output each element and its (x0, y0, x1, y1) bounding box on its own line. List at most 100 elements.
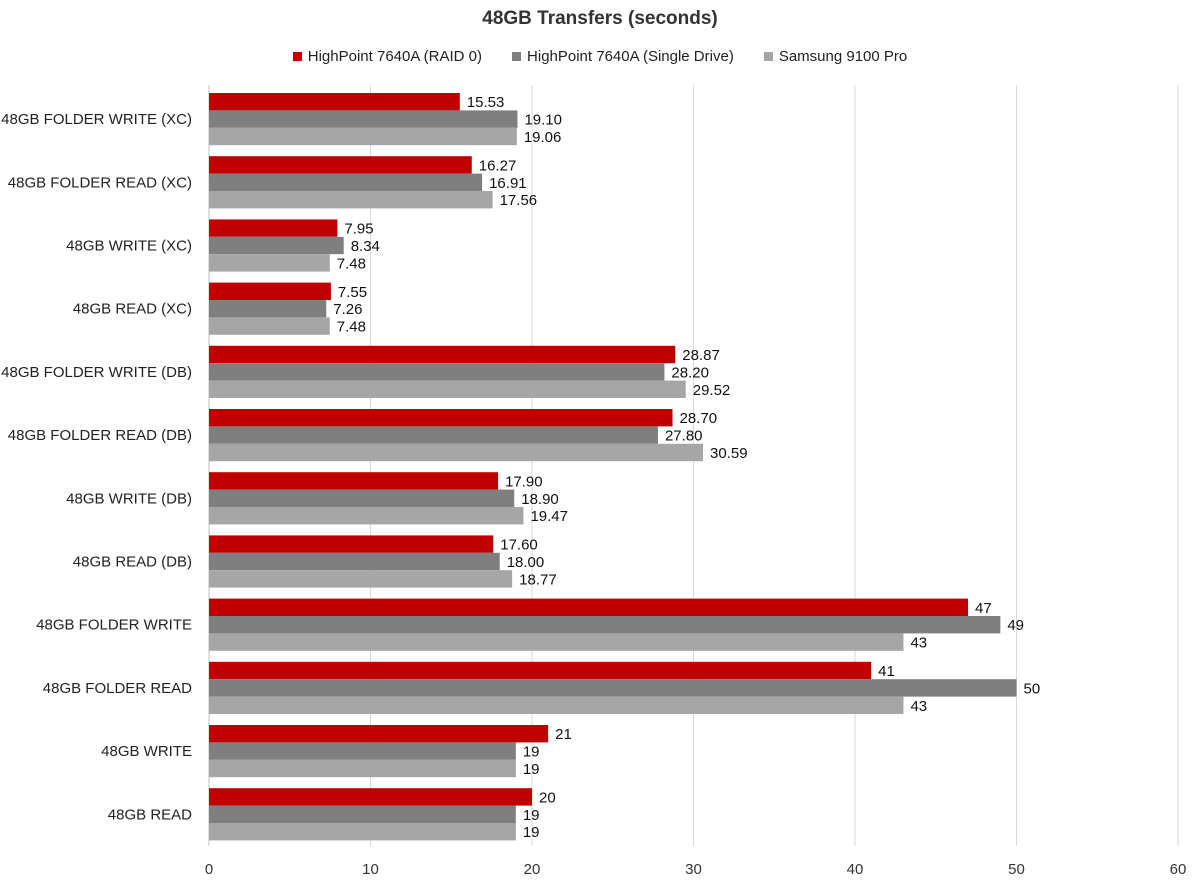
legend-label-samsung: Samsung 9100 Pro (778, 48, 908, 65)
data-label-series-0-cat-3: 7.55 (338, 284, 367, 301)
bar-series-0-cat-5 (209, 409, 673, 427)
bar-series-0-cat-10 (209, 725, 549, 743)
data-label-series-0-cat-11: 20 (539, 789, 556, 806)
category-label: 48GB READ (108, 806, 192, 823)
data-label-series-1-cat-11: 19 (523, 807, 540, 824)
bar-series-1-cat-0 (209, 110, 518, 128)
bar-series-2-cat-9 (209, 696, 904, 714)
bar-series-1-cat-5 (209, 426, 658, 444)
bar-series-0-cat-8 (209, 598, 969, 616)
bar-series-0-cat-6 (209, 472, 499, 490)
x-tick-label-30: 30 (685, 861, 702, 878)
bar-series-1-cat-9 (209, 679, 1017, 697)
data-label-series-2-cat-7: 18.77 (519, 571, 557, 588)
data-label-series-1-cat-5: 27.80 (665, 428, 703, 445)
bar-series-0-cat-7 (209, 535, 494, 553)
data-label-series-2-cat-8: 43 (910, 635, 927, 652)
category-label: 48GB READ (DB) (73, 554, 192, 571)
bar-series-1-cat-7 (209, 552, 500, 571)
x-tick-label-10: 10 (362, 861, 379, 878)
x-tick-label-50: 50 (1008, 861, 1025, 878)
bar-series-2-cat-11 (209, 823, 516, 841)
x-tick-label-60: 60 (1170, 861, 1187, 878)
data-label-series-0-cat-2: 7.95 (344, 221, 373, 238)
legend-item-raid0[interactable]: HighPoint 7640A (RAID 0) (292, 48, 483, 65)
bar-series-0-cat-1 (209, 156, 472, 174)
category-label: 48GB WRITE (XC) (66, 238, 192, 255)
chart-title: 48GB Transfers (seconds) (482, 8, 718, 29)
data-label-series-0-cat-9: 41 (878, 663, 895, 680)
bar-series-2-cat-8 (209, 633, 904, 651)
data-label-series-0-cat-4: 28.87 (682, 347, 720, 364)
category-label: 48GB WRITE (DB) (66, 490, 192, 507)
category-label: 48GB WRITE (101, 743, 192, 760)
category-label: 48GB READ (XC) (73, 301, 192, 318)
bar-series-1-cat-11 (209, 805, 516, 823)
x-tick-label-20: 20 (524, 861, 541, 878)
data-label-series-2-cat-9: 43 (910, 698, 927, 715)
data-label-series-0-cat-8: 47 (975, 600, 992, 617)
data-label-series-1-cat-2: 8.34 (351, 238, 380, 255)
data-label-series-1-cat-10: 19 (523, 744, 540, 761)
data-label-series-2-cat-6: 19.47 (530, 508, 568, 525)
bar-series-1-cat-4 (209, 363, 665, 381)
bar-series-2-cat-0 (209, 127, 517, 146)
data-label-series-1-cat-1: 16.91 (489, 175, 527, 192)
legend: HighPoint 7640A (RAID 0) HighPoint 7640A… (0, 48, 1200, 65)
bar-series-0-cat-3 (209, 282, 331, 300)
bar-series-2-cat-3 (209, 317, 330, 335)
data-label-series-2-cat-5: 30.59 (710, 445, 748, 462)
data-label-series-0-cat-5: 28.70 (680, 410, 718, 427)
bar-series-2-cat-6 (209, 507, 524, 525)
data-label-series-2-cat-1: 17.56 (500, 192, 538, 209)
legend-label-single-drive: HighPoint 7640A (Single Drive) (527, 48, 734, 65)
data-label-series-1-cat-6: 18.90 (521, 491, 559, 508)
bar-series-2-cat-5 (209, 443, 704, 462)
data-label-series-0-cat-6: 17.90 (505, 473, 543, 490)
legend-item-samsung[interactable]: Samsung 9100 Pro (763, 48, 908, 65)
bar-series-1-cat-3 (209, 300, 327, 318)
data-label-series-0-cat-7: 17.60 (500, 537, 538, 554)
bar-series-1-cat-1 (209, 173, 483, 191)
legend-swatch-single-drive (512, 52, 522, 61)
data-label-series-1-cat-8: 49 (1007, 617, 1024, 634)
category-label: 48GB FOLDER WRITE (DB) (1, 364, 192, 381)
data-label-series-2-cat-11: 19 (523, 824, 540, 841)
category-label: 48GB FOLDER READ (43, 680, 192, 697)
legend-item-single-drive[interactable]: HighPoint 7640A (Single Drive) (512, 48, 734, 65)
legend-label-raid0: HighPoint 7640A (RAID 0) (307, 48, 483, 65)
bar-series-1-cat-8 (209, 616, 1001, 634)
data-label-series-2-cat-4: 29.52 (693, 382, 731, 399)
legend-swatch-raid0 (292, 52, 302, 61)
category-label: 48GB FOLDER READ (XC) (8, 174, 192, 191)
x-tick-label-40: 40 (847, 861, 864, 878)
bar-series-1-cat-2 (209, 236, 344, 255)
data-label-series-2-cat-2: 7.48 (337, 255, 366, 272)
bar-series-0-cat-2 (209, 219, 338, 237)
category-label: 48GB FOLDER READ (DB) (8, 427, 192, 444)
bar-series-2-cat-7 (209, 570, 513, 588)
bar-series-2-cat-1 (209, 191, 493, 209)
data-label-series-1-cat-4: 28.20 (671, 364, 709, 381)
category-label: 48GB FOLDER WRITE (XC) (1, 111, 192, 128)
data-label-series-0-cat-0: 15.53 (467, 94, 505, 111)
data-label-series-1-cat-9: 50 (1024, 680, 1041, 697)
legend-swatch-samsung (763, 52, 773, 61)
data-label-series-2-cat-0: 19.06 (524, 129, 562, 146)
data-label-series-0-cat-10: 21 (555, 726, 572, 743)
data-label-series-1-cat-3: 7.26 (333, 301, 362, 318)
bar-series-0-cat-11 (209, 788, 532, 806)
bar-series-2-cat-4 (209, 380, 686, 398)
bar-series-2-cat-2 (209, 254, 330, 272)
bar-series-0-cat-4 (209, 345, 676, 364)
data-label-series-1-cat-7: 18.00 (507, 554, 545, 571)
bar-series-0-cat-0 (209, 93, 460, 111)
data-label-series-2-cat-3: 7.48 (337, 319, 366, 336)
bar-series-1-cat-10 (209, 742, 516, 760)
bar-series-2-cat-10 (209, 759, 516, 778)
data-label-series-1-cat-0: 19.10 (524, 112, 562, 129)
x-tick-label-0: 0 (205, 861, 213, 878)
data-label-series-0-cat-1: 16.27 (479, 157, 517, 174)
